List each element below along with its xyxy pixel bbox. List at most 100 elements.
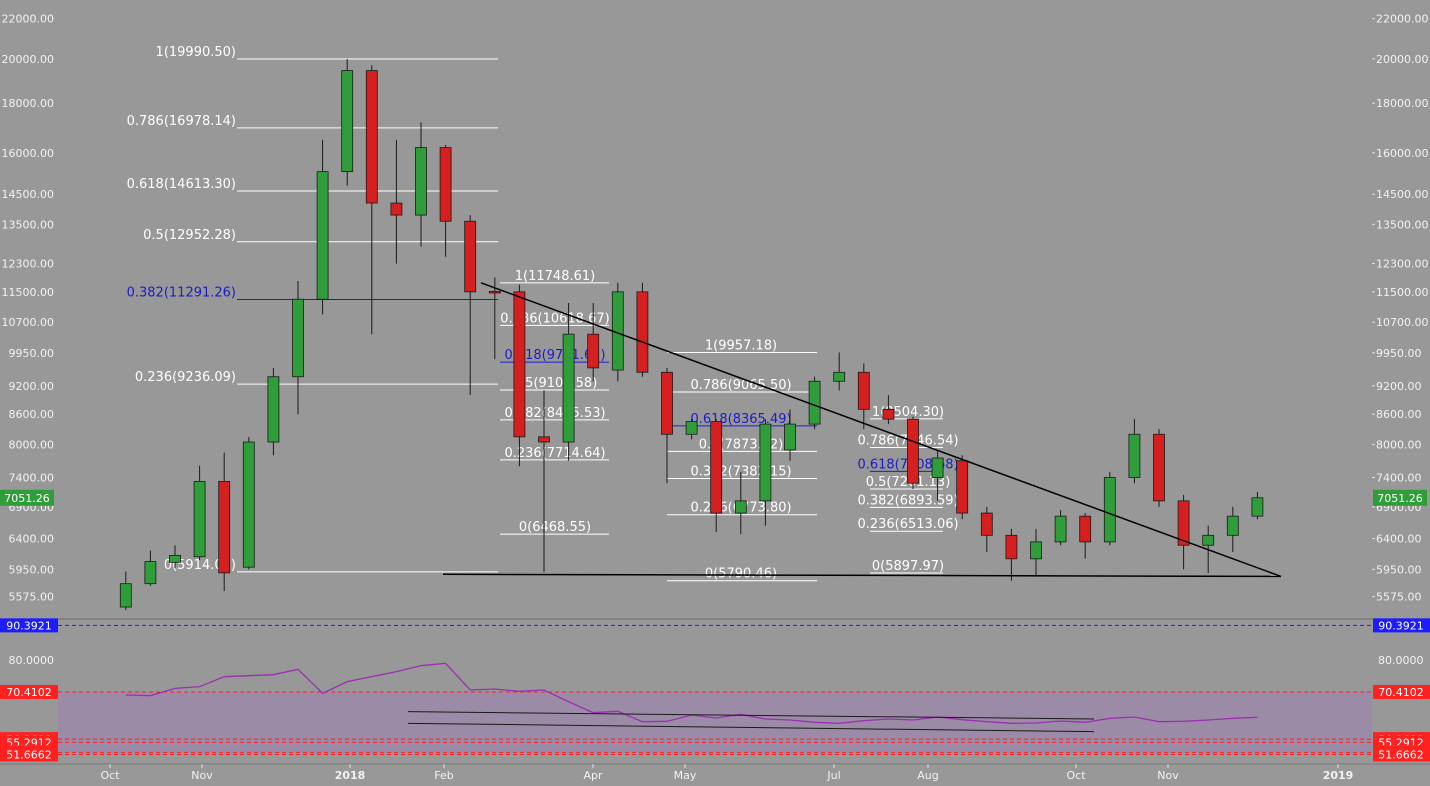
- candle-body: [980, 512, 993, 536]
- rsi-band: [58, 691, 1372, 755]
- y-tick-label-right: 14500.00: [1376, 188, 1429, 201]
- last-price-tag-right: [1373, 489, 1427, 506]
- x-tick-label: Apr: [583, 769, 603, 782]
- rsi-level-tag-right: [1373, 684, 1430, 699]
- y-tick-label-left: 14500.00: [2, 188, 55, 201]
- rsi-level-label-right: 90.3921: [1378, 619, 1424, 632]
- fib-level-label: 0(6468.55): [519, 520, 591, 535]
- y-tick-label-right: 9200.00: [1376, 380, 1422, 393]
- candle-body: [1054, 515, 1067, 543]
- candle-body: [857, 371, 870, 410]
- fib-level-label: 0.786(9065.50): [690, 378, 791, 393]
- candle-body: [587, 333, 600, 369]
- axes: 22000.00 22000.00 20000.00 20000.00 18000.00…: [0, 13, 1430, 782]
- x-tick-label: May: [674, 769, 697, 782]
- candle-body: [1030, 541, 1042, 560]
- y-tick-label-right: 9950.00: [1376, 347, 1422, 360]
- y-tick-label-left: 6400.00: [9, 533, 55, 546]
- candle-body: [734, 500, 747, 514]
- y-tick-label-left: 16000.00: [2, 147, 55, 160]
- x-tick-label: Nov: [191, 769, 213, 782]
- candle-body: [931, 457, 944, 478]
- x-tick-label: Oct: [100, 769, 120, 782]
- candle-body: [907, 418, 919, 484]
- rsi-level-tag-right: [1373, 618, 1430, 633]
- last-price-label-right: 7051.26: [1377, 492, 1423, 505]
- candle-body: [1079, 515, 1092, 543]
- candle-body: [464, 220, 477, 293]
- y-tick-label-left: 5575.00: [9, 591, 55, 604]
- candle-body: [144, 561, 157, 585]
- candle-body: [1202, 534, 1215, 546]
- rsi-level-tag-left: [0, 618, 58, 633]
- fib-level-label: 0.618(14613.30): [127, 177, 236, 192]
- rsi-y-tick-right: 80.0000: [1378, 654, 1424, 667]
- y-tick-label-left: 9950.00: [9, 347, 55, 360]
- x-tick-label: 2018: [335, 769, 366, 782]
- y-tick-label-right: 10700.00: [1376, 316, 1429, 329]
- candle-body: [1251, 497, 1264, 517]
- candle-body: [119, 583, 132, 608]
- rsi-level-label-left: 90.3921: [6, 619, 52, 632]
- candle-body: [538, 436, 550, 443]
- y-tick-label-left: 11500.00: [2, 286, 55, 299]
- fib-level-label: 0(5914.05): [164, 558, 236, 573]
- candle-body: [685, 421, 698, 435]
- fib-level-label: 0.236(6513.06): [857, 517, 958, 532]
- fib-level-label: 0.618(8365.49): [690, 412, 791, 427]
- candle-body: [808, 380, 821, 425]
- fib-level-label: 0.786(10618.67): [500, 311, 609, 326]
- fib-level-label: 0.382(6893.59): [857, 493, 958, 508]
- y-tick-label-right: 13500.00: [1376, 218, 1429, 231]
- candle-body: [882, 408, 895, 420]
- candle-body: [1226, 515, 1239, 536]
- fib-level-label: 0.5(12952.28): [143, 228, 236, 243]
- x-tick-label: 2019: [1323, 769, 1354, 782]
- last-price-label-left: 7051.26: [4, 492, 50, 505]
- x-tick-label: Oct: [1066, 769, 1086, 782]
- fib-level-label: 0.382(11291.26): [127, 286, 236, 301]
- y-tick-label-right: 12300.00: [1376, 258, 1429, 271]
- y-tick-label-right: 8600.00: [1376, 408, 1422, 421]
- fib-level-label: 0.618(9731.62): [504, 348, 605, 363]
- y-tick-label-right: 11500.00: [1376, 286, 1429, 299]
- y-tick-label-right: 6400.00: [1376, 533, 1422, 546]
- y-tick-label-left: 20000.00: [2, 53, 55, 66]
- candle-body: [316, 171, 329, 300]
- rsi-level-label-right: 51.6662: [1378, 748, 1424, 761]
- y-tick-label-left: 8000.00: [9, 439, 55, 452]
- candle-body: [390, 202, 403, 216]
- fib-level-label: 0(5897.97): [872, 559, 944, 574]
- candle-body: [439, 147, 452, 222]
- candle-body: [513, 291, 526, 438]
- y-tick-label-right: 8000.00: [1376, 439, 1422, 452]
- candle-body: [1153, 433, 1165, 502]
- candle-body: [710, 421, 723, 514]
- y-tick-label-right: 7400.00: [1376, 471, 1422, 484]
- rsi-level-label-left: 70.4102: [6, 686, 52, 699]
- x-tick-label: Feb: [434, 769, 453, 782]
- last-price-tag-left: [0, 489, 54, 506]
- rsi-level-tag-left: [0, 684, 58, 699]
- candle-body: [193, 481, 206, 558]
- y-tick-label-right: 20000.00: [1376, 53, 1429, 66]
- fib-level-label: 1(9957.18): [705, 338, 777, 353]
- candle-body: [341, 70, 354, 173]
- candle-body: [759, 423, 772, 502]
- candle-body: [242, 441, 255, 568]
- fib-level-label: 0.786(16978.14): [127, 114, 236, 129]
- rsi-lower-trendline: [407, 722, 1095, 733]
- candle-body: [1128, 433, 1141, 478]
- fib-level-label: 1(19990.50): [156, 45, 236, 60]
- candle-body: [661, 371, 673, 435]
- rsi-level-tag-left: [0, 747, 58, 762]
- candle-body: [784, 423, 796, 451]
- fib-level-label: 1(11748.61): [515, 269, 595, 284]
- y-tick-label-left: 13500.00: [2, 218, 55, 231]
- candle-body: [1177, 500, 1190, 546]
- x-tick-label: Aug: [917, 769, 938, 782]
- x-tick-label: Nov: [1157, 769, 1179, 782]
- fib-level-label: 0.5(9108.58): [513, 376, 598, 391]
- y-tick-label-right: 5575.00: [1376, 591, 1422, 604]
